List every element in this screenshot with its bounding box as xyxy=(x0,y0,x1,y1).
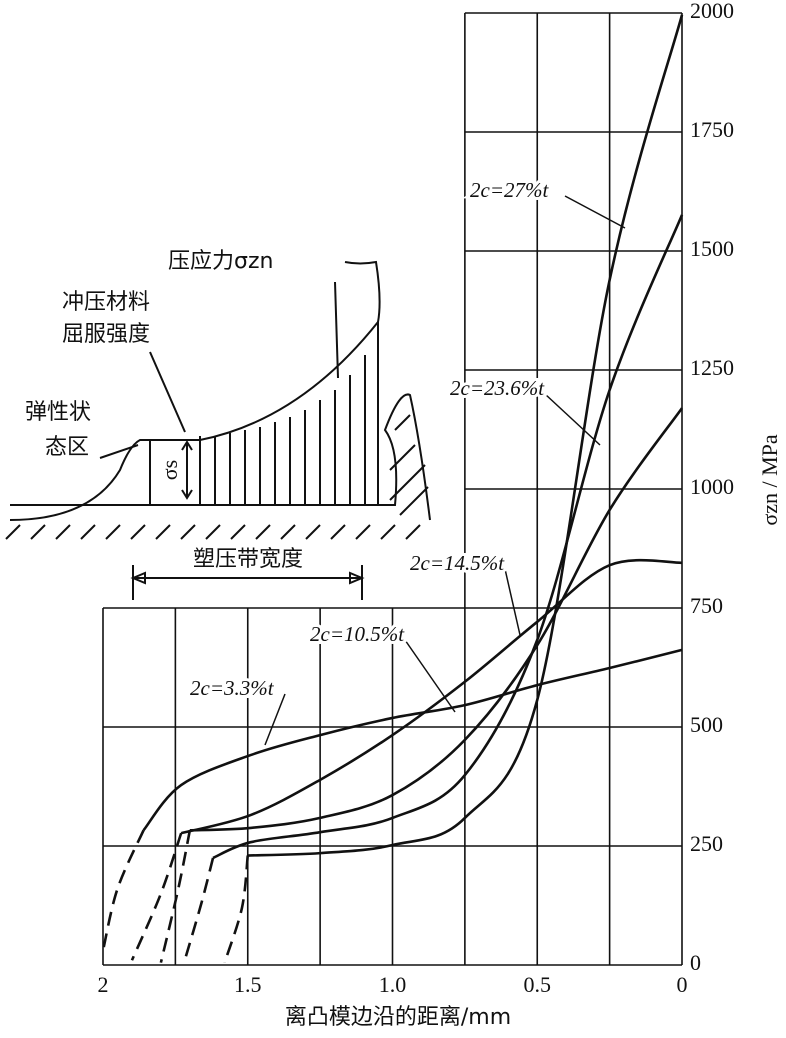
label-leader xyxy=(404,639,456,713)
y-tick-label: 1250 xyxy=(690,355,734,380)
series-label: 2c=23.6%t xyxy=(450,376,545,400)
inset-diagram: 压应力σzn 冲压材料 屈服强度 弹性状 态区 σs 塑压带宽度 xyxy=(5,249,431,600)
x-tick-label: 0 xyxy=(677,972,688,997)
label-leader xyxy=(544,393,601,446)
series-label: 2c=3.3%t xyxy=(190,676,275,700)
inset-label: 屈服强度 xyxy=(62,322,150,347)
x-axis-label: 离凸模边沿的距离/mm xyxy=(285,1005,511,1030)
line-series-dashed xyxy=(130,832,183,961)
line-series xyxy=(180,558,683,835)
line-series-dashed xyxy=(223,855,250,964)
inset-label: σs xyxy=(157,460,182,480)
line-series xyxy=(189,407,684,832)
series-label: 2c=10.5%t xyxy=(310,622,405,646)
inset-label: 弹性状 xyxy=(25,400,91,425)
y-tick-label: 2000 xyxy=(690,0,734,23)
y-tick-label: 250 xyxy=(690,831,723,856)
inset-label: 塑压带宽度 xyxy=(193,547,303,572)
series-label: 2c=27%t xyxy=(470,178,549,202)
line-series-dashed xyxy=(182,857,215,963)
y-tick-label: 0 xyxy=(690,950,701,975)
inset-label: 态区 xyxy=(45,435,89,460)
x-tick-label: 1.0 xyxy=(379,972,407,997)
y-tick-label: 750 xyxy=(690,593,723,618)
y-tick-label: 1750 xyxy=(690,117,734,142)
series-label: 2c=14.5%t xyxy=(410,551,505,575)
x-tick-label: 0.5 xyxy=(524,972,552,997)
line-series-dashed xyxy=(101,829,145,952)
y-axis-label: σzn / MPa xyxy=(757,434,782,526)
x-tick-label: 2 xyxy=(98,972,109,997)
label-leader xyxy=(564,195,626,229)
y-tick-label: 1500 xyxy=(690,236,734,261)
label-leader xyxy=(504,568,521,636)
y-tick-label: 1000 xyxy=(690,474,734,499)
line-series xyxy=(247,14,684,857)
inset-label: 冲压材料 xyxy=(62,290,150,315)
x-tick-label: 1.5 xyxy=(234,972,262,997)
line-series xyxy=(142,648,683,832)
inset-label: 压应力σzn xyxy=(168,249,273,274)
y-tick-label: 500 xyxy=(690,712,723,737)
line-series-dashed xyxy=(159,830,192,963)
label-leader xyxy=(264,693,286,746)
line-series xyxy=(212,214,684,860)
